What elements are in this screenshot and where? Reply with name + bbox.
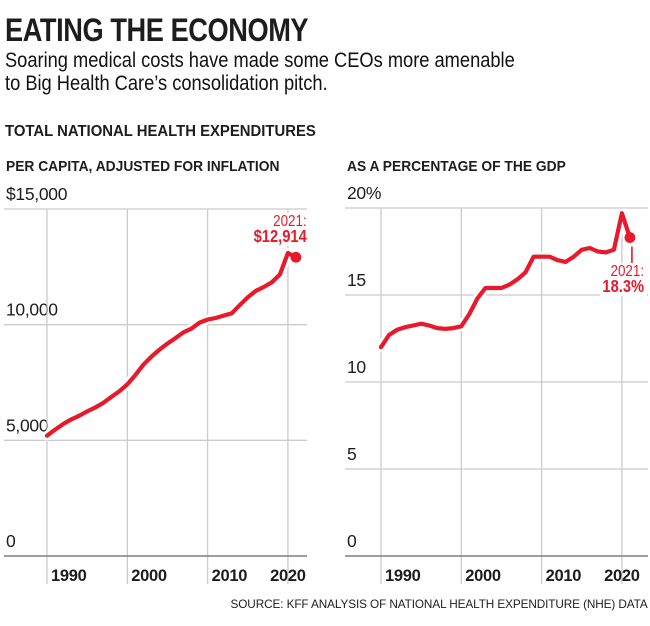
annotation-value-label: $12,914: [253, 226, 307, 246]
headline: EATING THE ECONOMY: [5, 12, 309, 48]
data-line: [378, 211, 632, 350]
latest-value-annotation-per-capita: 2021: $12,914: [250, 213, 309, 246]
x-axis-tick-label: 2010: [546, 567, 582, 585]
y-axis-tick-label: 0: [347, 531, 357, 551]
y-axis-tick-label: 15: [347, 270, 366, 290]
subtitle-line-1: Soaring medical costs have made some CEO…: [5, 49, 515, 72]
x-axis-tick-label: 2000: [131, 567, 167, 585]
data-line-casing: [42, 248, 301, 441]
annotation-year-label: 2021:: [272, 213, 307, 230]
y-axis-tick-label: 10,000: [6, 300, 58, 320]
y-axis-tick-label: 20%: [347, 183, 381, 203]
data-point-dot: [624, 232, 636, 243]
data-line: [44, 250, 298, 438]
data-line-casing: [376, 208, 635, 352]
y-axis-tick-label: 0: [6, 531, 16, 551]
y-axis-tick-label: 5: [347, 444, 356, 464]
x-axis-tick-label: 1990: [385, 567, 421, 585]
x-axis-tick-label: 2020: [270, 567, 306, 585]
section-label: TOTAL NATIONAL HEALTH EXPENDITURES: [5, 123, 316, 140]
source-credit: SOURCE: KFF ANALYSIS OF NATIONAL HEALTH …: [230, 597, 648, 611]
per-capita-line-chart: $15,000 10,000 5,000 0 1990 2000 2010 2020: [4, 184, 307, 585]
subtitle-line-2: to Big Health Care’s consolidation pitch…: [5, 72, 328, 95]
y-axis-tick-label: $15,000: [6, 184, 68, 204]
gdp-percentage-line-chart: 20% 15 10 5 0 1990 2000 2010 2020: [345, 183, 648, 585]
latest-value-annotation-gdp: 2021: 18.3%: [600, 263, 647, 296]
x-axis-tick-label: 2020: [604, 567, 640, 585]
subtitle: Soaring medical costs have made some CEO…: [5, 49, 515, 95]
y-axis-tick-label: 10: [347, 357, 366, 377]
annotation-year-label: 2021:: [610, 263, 645, 280]
x-axis-tick-label: 2010: [212, 567, 248, 585]
x-axis-tick-label: 1990: [51, 567, 87, 585]
y-axis-tick-label: 5,000: [6, 415, 49, 435]
chart-title-gdp-percentage: AS A PERCENTAGE OF THE GDP: [347, 158, 566, 175]
data-point-dot: [290, 251, 302, 263]
chart-title-per-capita: PER CAPITA, ADJUSTED FOR INFLATION: [6, 158, 280, 175]
annotation-value-label: 18.3%: [602, 276, 645, 296]
x-axis-tick-label: 2000: [465, 567, 501, 585]
